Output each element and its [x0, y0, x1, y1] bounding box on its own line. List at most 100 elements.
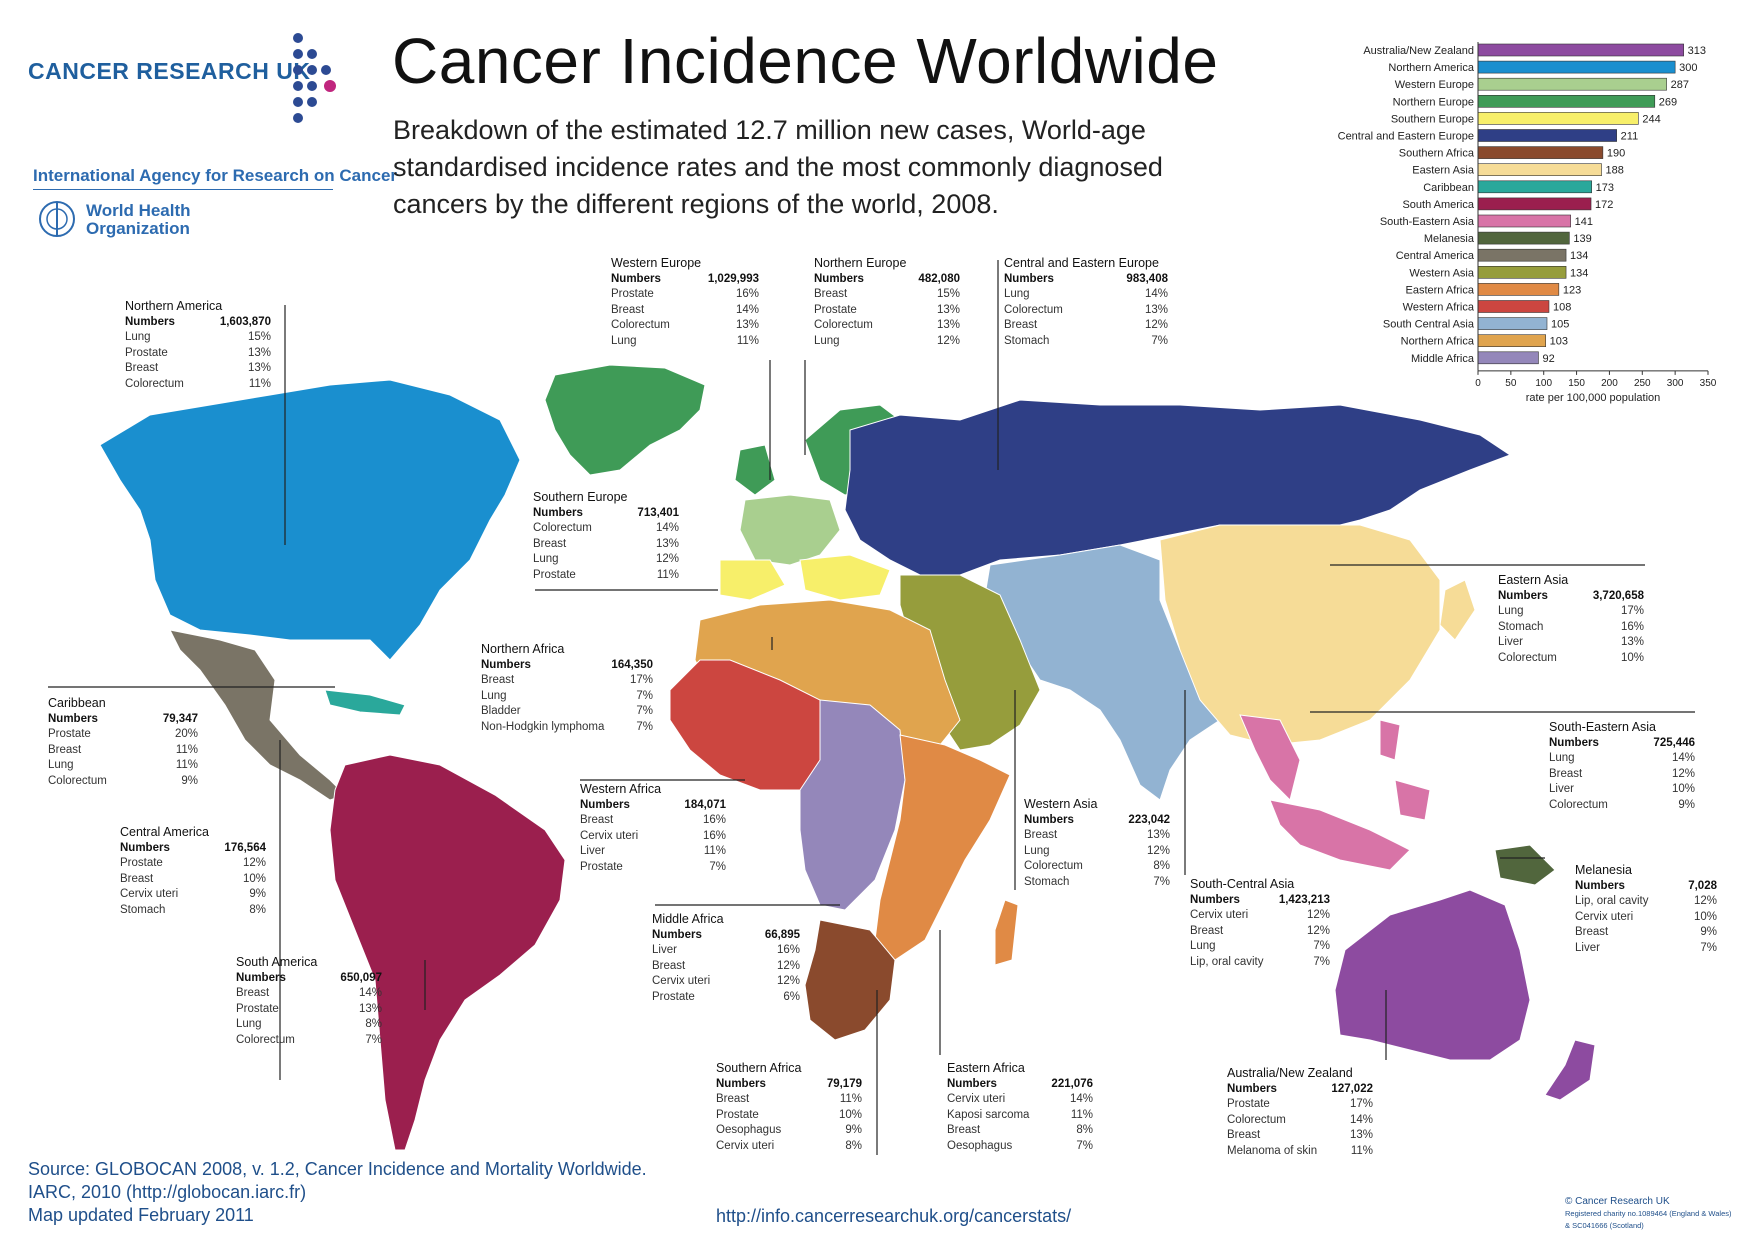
numbers-label: Numbers [481, 658, 531, 671]
cancer-percent: 7% [709, 860, 726, 873]
bar [1477, 112, 1639, 125]
melanesia-shape [1494, 844, 1556, 886]
cancer-type: Bladder [481, 705, 521, 717]
cancer-percent: 11% [1070, 1108, 1093, 1121]
bar [1477, 334, 1546, 348]
cancer-type: Colorectum [48, 774, 107, 787]
bar-value-label: 139 [1573, 233, 1591, 245]
region-name: Northern Africa [481, 642, 565, 656]
cancer-percent: 10% [242, 872, 266, 885]
bar [1477, 163, 1602, 176]
bar-category-label: Caribbean [1423, 182, 1474, 194]
eastern-asia-shape [1159, 524, 1476, 746]
cancer-percent: 12% [936, 334, 960, 347]
region-box-central-america: Central America Numbers 176,564 Prostate 12%… [120, 825, 266, 918]
cancer-type: Liver [1549, 783, 1574, 795]
cancer-row: Colorectum 7% [236, 1033, 382, 1049]
bar-category-label: South Central Asia [1383, 319, 1475, 331]
bar [1477, 214, 1571, 228]
x-axis-label: rate per 100,000 population [1526, 392, 1661, 404]
cancer-percent: 11% [175, 743, 198, 756]
cancer-row: Liver 13% [1498, 635, 1644, 651]
cancer-row: Cervix uteri 16% [580, 829, 726, 845]
cancer-type: Colorectum [125, 377, 184, 390]
cancer-type: Breast [533, 537, 567, 550]
cancer-row: Prostate 7% [580, 860, 726, 876]
cancer-percent: 12% [1144, 319, 1168, 331]
cancer-type: Breast [236, 987, 270, 999]
numbers-label: Numbers [120, 841, 170, 854]
cancer-type: Stomach [120, 903, 166, 916]
numbers-label: Numbers [1024, 813, 1074, 826]
cancer-type: Prostate [120, 857, 163, 869]
cancer-type: Prostate [652, 990, 695, 1003]
region-box-caribbean: Caribbean Numbers 79,347 Prostate 20% Breast 1… [48, 696, 198, 789]
cancer-percent: 10% [1693, 910, 1717, 923]
cancer-percent: 7% [636, 720, 653, 733]
region-numbers-row: Numbers 79,179 [716, 1077, 862, 1093]
cancer-type: Breast [611, 303, 645, 316]
cancer-percent: 15% [247, 331, 271, 343]
cancer-type: Colorectum [533, 522, 592, 534]
cancer-percent: 11% [248, 377, 271, 390]
cancer-row: Prostate 13% [236, 1002, 382, 1018]
cancer-row: Breast 11% [48, 743, 198, 759]
bar [1477, 283, 1560, 296]
who-logo-text: World Health Organization [86, 201, 191, 238]
bar [1477, 231, 1570, 245]
cancer-row: Breast 12% [1549, 767, 1695, 783]
bar-value-label: 134 [1570, 267, 1588, 279]
cancer-row: Breast 12% [652, 959, 800, 975]
region-numbers-row: Numbers 983,408 [1004, 272, 1168, 288]
charity-line-1: Registered charity no.1089464 (England &… [1565, 1209, 1732, 1218]
cancer-row: Cervix uteri 10% [1575, 910, 1717, 926]
cancer-type: Lung [481, 689, 507, 702]
cancer-row: Breast 14% [611, 303, 759, 319]
cancer-percent: 15% [936, 288, 960, 300]
region-numbers-row: Numbers 650,097 [236, 971, 382, 987]
cancer-type: Colorectum [611, 319, 670, 331]
cancer-type: Cervix uteri [580, 829, 639, 842]
cancer-percent: 10% [838, 1108, 862, 1121]
iarc-underline [33, 189, 333, 190]
numbers-value: 1,029,993 [707, 272, 759, 285]
cancer-percent: 12% [776, 959, 800, 972]
bar-value-label: 105 [1551, 319, 1569, 331]
bar-category-label: Western Asia [1409, 267, 1474, 279]
cancer-row: Colorectum 9% [48, 774, 198, 790]
cancer-type: Prostate [716, 1108, 759, 1121]
cancer-type: Breast [580, 814, 614, 826]
bar-category-label: Melanesia [1424, 233, 1475, 245]
cancer-percent: 12% [242, 857, 266, 869]
region-name: Eastern Asia [1498, 573, 1569, 587]
source-line-3: Map updated February 2011 [28, 1205, 254, 1225]
cancer-percent: 10% [1671, 783, 1695, 795]
cancer-row: Breast 8% [947, 1123, 1093, 1139]
bar-category-label: Central America [1396, 250, 1475, 262]
bar-category-label: Northern America [1388, 62, 1474, 74]
region-name: Western Africa [580, 782, 662, 796]
region-box-northern-africa: Northern Africa Numbers 164,350 Breast 17% Lu… [481, 642, 653, 735]
bar-value-label: 313 [1688, 45, 1706, 57]
charity-line-2: & SC041666 (Scotland) [1565, 1221, 1644, 1230]
page-subtitle: Breakdown of the estimated 12.7 million … [393, 115, 1163, 219]
region-box-southern-europe: Southern Europe Numbers 713,401 Colorectum 1… [533, 490, 679, 583]
cancer-row: Prostate 16% [611, 287, 759, 303]
cancer-row: Bladder 7% [481, 704, 653, 720]
cancer-type: Lip, oral cavity [1190, 955, 1264, 968]
region-name: Central America [120, 825, 209, 839]
region-numbers-row: Numbers 164,350 [481, 658, 653, 674]
cancer-type: Prostate [236, 1002, 279, 1015]
numbers-value: 7,028 [1688, 879, 1717, 892]
cancer-percent: 7% [1151, 334, 1168, 347]
cancer-percent: 16% [1620, 620, 1644, 633]
cancer-row: Breast 13% [125, 361, 271, 377]
region-name: Central and Eastern Europe [1004, 256, 1159, 270]
cancer-percent: 12% [1306, 924, 1330, 937]
cancer-percent: 7% [365, 1033, 382, 1046]
cancer-research-uk-logo-text: CANCER RESEARCH UK [28, 58, 311, 84]
cancer-type: Prostate [580, 860, 623, 873]
cancer-row: Lung 7% [481, 689, 653, 705]
cancerstats-url[interactable]: http://info.cancerresearchuk.org/cancers… [716, 1206, 1072, 1226]
numbers-value: 1,603,870 [219, 315, 271, 328]
